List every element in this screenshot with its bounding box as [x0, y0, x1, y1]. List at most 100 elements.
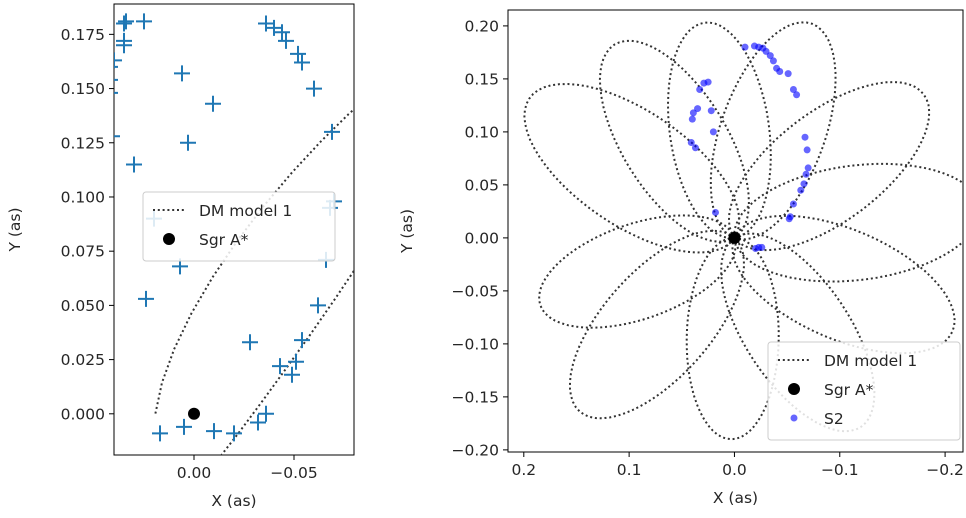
model-orbit-petal: [569, 229, 745, 420]
s2-data-point: [691, 144, 699, 152]
s2-data-point: [803, 146, 811, 154]
x-tick-label: 0.2: [511, 461, 536, 479]
model-orbit-petal: [666, 21, 772, 240]
s2-data-point: [711, 208, 719, 216]
x-tick-label: −0.2: [926, 461, 964, 479]
plot-area: [114, 13, 354, 455]
plot-area: [523, 21, 963, 441]
observation-marker: [138, 290, 154, 307]
s2-data-point: [802, 170, 810, 178]
observation-marker: [116, 15, 132, 32]
left-legend: DM model 1 Sgr A*: [142, 191, 336, 262]
right-legend-sgra-label: Sgr A*: [824, 381, 874, 399]
observation-marker: [306, 80, 322, 97]
observation-marker: [174, 65, 190, 82]
y-tick-label: 0.175: [61, 26, 105, 44]
observation-marker: [114, 135, 120, 138]
right-legend: DM model 1 Sgr A* S2: [767, 341, 961, 441]
s2-data-point: [800, 180, 808, 188]
y-tick-label: 0.15: [464, 70, 499, 88]
observation-marker: [294, 332, 310, 349]
observation-marker: [284, 366, 300, 383]
right-legend-sgra-swatch: [788, 383, 800, 395]
observation-marker: [278, 32, 294, 49]
x-tick-label: 0.00: [177, 464, 212, 482]
observation-marker: [114, 78, 118, 81]
y-tick-label: 0.075: [61, 243, 105, 261]
s2-data-point: [758, 243, 766, 251]
observation-marker: [126, 156, 142, 173]
observation-marker: [114, 52, 122, 69]
observation-marker: [136, 13, 152, 30]
left-legend-sgra-swatch: [163, 233, 175, 245]
x-tick-label: −0.05: [270, 464, 318, 482]
observation-marker: [272, 358, 288, 375]
s2-data-point: [789, 200, 797, 208]
observation-marker: [205, 95, 221, 112]
observation-marker: [324, 123, 340, 140]
sgr-a-star-marker: [188, 407, 200, 420]
s2-data-point: [707, 107, 715, 115]
y-tick-label: 0.025: [61, 351, 105, 369]
s2-data-point: [741, 43, 749, 51]
s2-data-point: [687, 138, 695, 146]
y-tick-label: 0.050: [61, 297, 105, 315]
observation-marker: [176, 418, 192, 435]
left-y-axis-label: Y (as): [6, 207, 24, 252]
observation-marker: [118, 13, 134, 30]
right-x-axis-label: X (as): [713, 489, 758, 507]
y-tick-label: 0.100: [61, 188, 105, 206]
model-orbit-petal: [538, 214, 737, 329]
left-legend-model-label: DM model 1: [199, 202, 292, 220]
observation-marker: [290, 45, 306, 62]
left-orbit-chart: 0.00 −0.05 0.000 0.025 0.050 0.075 0.100 0.125 0…: [6, 3, 355, 510]
s2-data-point: [696, 85, 704, 93]
left-legend-box: [142, 191, 336, 262]
y-tick-label: 0.05: [464, 176, 499, 194]
y-tick-label: 0.10: [464, 123, 499, 141]
s2-data-point: [694, 105, 702, 113]
y-tick-label: −0.05: [452, 282, 500, 300]
observation-marker: [294, 54, 310, 71]
observation-marker: [116, 37, 132, 54]
s2-data-point: [766, 52, 774, 60]
observation-marker: [288, 353, 304, 370]
right-legend-box: [767, 341, 961, 441]
left-axis-ticks: 0.00 −0.05 0.000 0.025 0.050 0.075 0.100 0.125 0…: [61, 26, 318, 482]
s2-data-point: [769, 57, 777, 65]
y-tick-label: −0.10: [452, 335, 500, 353]
observation-marker: [180, 134, 196, 151]
right-legend-s2-swatch: [790, 414, 798, 422]
s2-data-point: [804, 164, 812, 172]
x-tick-label: −0.1: [821, 461, 859, 479]
s2-data-point: [709, 128, 717, 136]
observation-marker: [274, 24, 290, 41]
model-orbit-petal: [523, 82, 741, 254]
right-plot-series: [523, 21, 963, 441]
s2-data-point: [784, 70, 792, 78]
y-tick-label: 0.00: [464, 229, 499, 247]
left-legend-sgra-label: Sgr A*: [199, 231, 249, 249]
y-tick-label: 0.150: [61, 80, 105, 98]
observation-marker: [310, 297, 326, 314]
s2-data-point: [762, 47, 770, 55]
right-orbit-chart: 0.2 0.1 0.0 −0.1 −0.2 −0.20 −0.15 −0.10 −0.05 0.0…: [398, 9, 964, 507]
sgr-a-star-marker: [728, 231, 741, 244]
observation-marker: [258, 405, 274, 422]
s2-data-point: [785, 215, 793, 223]
observation-marker: [206, 423, 222, 440]
s2-data-point: [776, 67, 784, 75]
observation-marker: [226, 425, 242, 442]
y-tick-label: 0.20: [464, 17, 499, 35]
s2-data-point: [801, 133, 809, 141]
y-tick-label: 0.125: [61, 134, 105, 152]
observation-marker: [242, 334, 258, 351]
y-tick-label: 0.000: [61, 405, 105, 423]
y-tick-label: −0.15: [452, 388, 500, 406]
right-legend-s2-label: S2: [824, 410, 844, 428]
right-axis-ticks: 0.2 0.1 0.0 −0.1 −0.2 −0.20 −0.15 −0.10 −0.05 0.0…: [452, 17, 964, 479]
observation-marker: [250, 414, 266, 431]
s2-data-point: [789, 85, 797, 93]
s2-data-point: [688, 115, 696, 123]
